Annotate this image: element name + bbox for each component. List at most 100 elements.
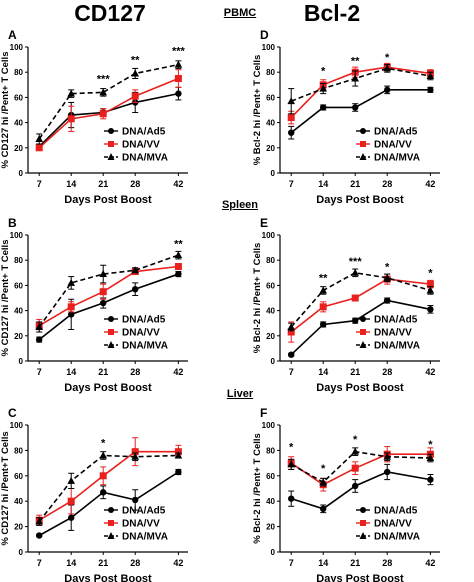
x-tick-label: 28 — [382, 558, 392, 568]
legend-label-dna-vv: DNA/VV — [122, 519, 160, 530]
y-tick-label: 20 — [14, 144, 23, 153]
legend-marker-dna-vv — [360, 329, 366, 335]
x-tick-label: 14 — [318, 179, 328, 189]
series-line-dna-mva — [38, 254, 179, 328]
y-tick-label: 20 — [14, 332, 23, 341]
significance-marker: * — [353, 434, 358, 446]
data-point-dna-mva — [174, 60, 183, 68]
data-point-dna-mva — [426, 71, 435, 79]
data-point-dna-ad5 — [427, 306, 434, 313]
x-axis-label: Days Post Boost — [316, 382, 404, 394]
data-point-dna-mva — [99, 451, 107, 459]
data-point-dna-mva — [319, 286, 327, 294]
legend-marker-dna-vv — [108, 329, 114, 335]
series-line-dna-mva — [38, 63, 179, 140]
y-tick-label: 0 — [271, 169, 276, 178]
y-tick-label: 40 — [266, 497, 275, 506]
y-tick-label: 60 — [266, 281, 275, 290]
legend-label-dna-mva: DNA/MVA — [122, 153, 168, 164]
y-tick-label: 60 — [14, 93, 23, 102]
data-point-dna-vv — [131, 448, 139, 456]
data-point-dna-ad5 — [36, 532, 43, 539]
x-axis-label: Days Post Boost — [316, 573, 404, 582]
y-axis-label: % Bcl-2 hi /Pent+ T Cells — [252, 55, 263, 166]
legend-marker-dna-vv — [108, 141, 114, 147]
significance-marker: ** — [351, 56, 360, 68]
significance-marker: * — [289, 441, 294, 453]
legend-marker-dna-vv — [108, 520, 114, 526]
y-tick-label: 100 — [262, 43, 276, 52]
y-tick-label: 40 — [266, 119, 275, 128]
x-axis-label: Days Post Boost — [64, 573, 152, 582]
data-point-dna-ad5 — [384, 297, 391, 304]
legend-marker-dna-ad5 — [108, 316, 114, 322]
series-line-dna-mva — [290, 271, 431, 328]
data-point-dna-vv — [131, 92, 139, 100]
data-point-dna-ad5 — [100, 489, 107, 496]
x-tick-label: 28 — [382, 367, 392, 377]
y-tick-label: 40 — [14, 119, 23, 128]
legend-marker-dna-ad5 — [360, 507, 366, 513]
panel-letter: F — [260, 406, 267, 420]
x-axis-label: Days Post Boost — [64, 194, 152, 206]
y-tick-label: 0 — [19, 169, 24, 178]
x-tick-label: 21 — [98, 367, 108, 377]
x-tick-label: 42 — [173, 179, 183, 189]
data-point-dna-mva — [383, 64, 391, 72]
data-point-dna-ad5 — [320, 505, 327, 513]
significance-marker: *** — [349, 256, 363, 268]
x-tick-label: 21 — [350, 367, 360, 377]
data-point-dna-ad5 — [427, 476, 434, 483]
panel-letter: B — [8, 216, 17, 230]
y-tick-label: 0 — [19, 357, 24, 366]
data-point-dna-mva — [383, 452, 391, 460]
data-point-dna-ad5 — [100, 299, 107, 307]
x-tick-label: 21 — [98, 179, 108, 189]
chart-panel-c: C 0 20 40 60 80 100 7 14 21 28 42 Days Post Boost % C… — [0, 406, 188, 582]
y-tick-label: 60 — [266, 93, 275, 102]
x-tick-label: 14 — [66, 367, 76, 377]
legend-marker-dna-ad5 — [360, 316, 366, 322]
legend-marker-dna-mva — [359, 532, 367, 539]
legend-label-dna-mva: DNA/MVA — [374, 153, 420, 164]
column-title-cd127: CD127 — [74, 0, 146, 26]
legend-label-dna-mva: DNA/MVA — [374, 532, 420, 543]
y-tick-label: 100 — [10, 421, 24, 430]
y-tick-label: 100 — [262, 231, 276, 240]
y-tick-label: 100 — [10, 231, 24, 240]
legend-label-dna-ad5: DNA/Ad5 — [374, 506, 418, 517]
y-tick-label: 40 — [14, 497, 23, 506]
x-tick-label: 7 — [37, 179, 42, 189]
significance-marker: *** — [97, 73, 111, 85]
data-point-dna-vv — [287, 114, 295, 122]
column-title-bcl2: Bcl-2 — [303, 0, 361, 26]
x-tick-label: 28 — [130, 367, 140, 377]
data-point-dna-vv — [174, 263, 182, 270]
section-title-spleen: Spleen — [221, 199, 259, 211]
x-tick-label: 14 — [318, 367, 328, 377]
legend-label-dna-vv: DNA/VV — [374, 140, 412, 151]
chart-panel-e: E 0 20 40 60 80 100 7 14 21 28 42 Days Post Boost % B… — [252, 216, 440, 394]
legend-marker-dna-mva — [359, 341, 367, 348]
x-tick-label: 7 — [37, 367, 42, 377]
data-point-dna-mva — [351, 447, 359, 455]
data-point-dna-mva — [287, 97, 295, 105]
data-point-dna-mva — [174, 251, 183, 259]
x-axis-label: Days Post Boost — [316, 194, 404, 206]
y-tick-label: 20 — [266, 523, 275, 532]
data-point-dna-mva — [319, 478, 327, 486]
y-tick-label: 20 — [14, 523, 23, 532]
data-point-dna-ad5 — [320, 321, 327, 328]
legend-marker-dna-ad5 — [108, 507, 114, 513]
data-point-dna-vv — [174, 75, 182, 82]
data-point-dna-mva — [351, 74, 359, 82]
x-tick-label: 28 — [130, 558, 140, 568]
data-point-dna-ad5 — [68, 311, 75, 318]
y-tick-label: 60 — [14, 472, 23, 481]
data-point-dna-mva — [99, 270, 107, 278]
x-tick-label: 21 — [350, 558, 360, 568]
y-tick-label: 100 — [262, 421, 276, 430]
significance-marker: * — [428, 268, 433, 280]
legend-label-dna-vv: DNA/VV — [122, 140, 160, 151]
data-point-dna-vv — [99, 288, 107, 296]
